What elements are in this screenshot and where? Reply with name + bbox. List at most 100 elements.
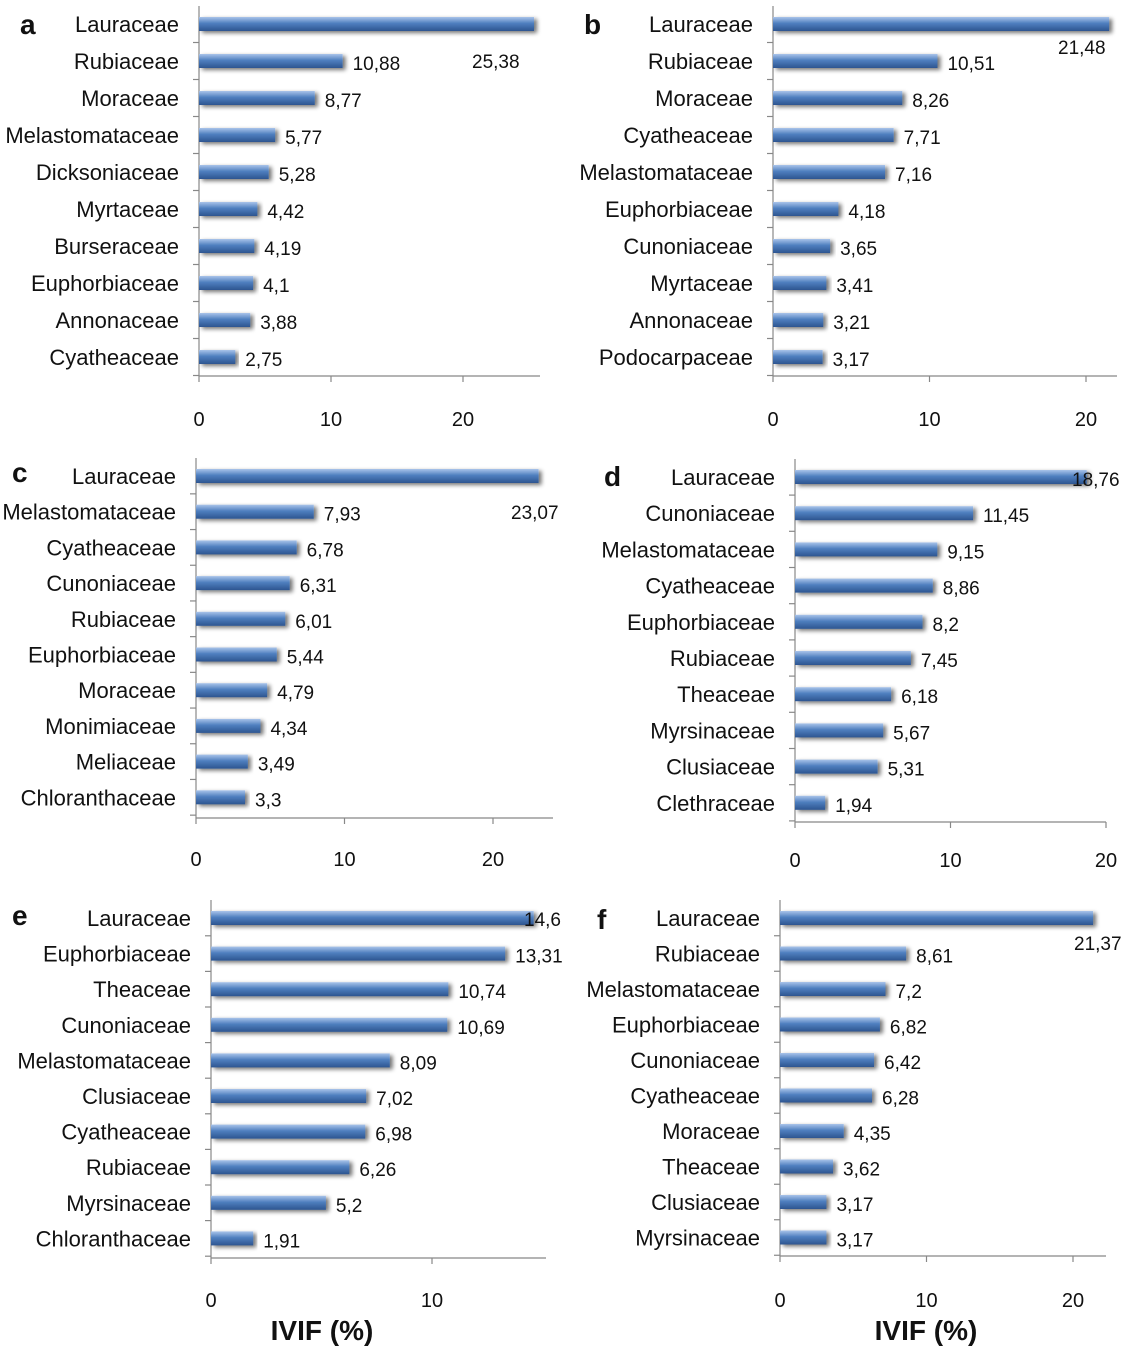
- value-label: 6,26: [359, 1160, 396, 1181]
- value-label: 6,31: [300, 576, 337, 597]
- panel-f: f Lauraceae 21,37 Rubiaceae 8,61 Melastomatac…: [586, 900, 1122, 1312]
- bar: [211, 1089, 367, 1103]
- value-label: 11,45: [983, 506, 1029, 527]
- bar: [211, 1053, 390, 1068]
- bar: [199, 202, 258, 216]
- value-label: 3,49: [258, 755, 295, 776]
- value-label: 8,26: [912, 91, 949, 112]
- category-label: Rubiaceae: [648, 49, 753, 74]
- category-label: Myrtaceae: [650, 271, 753, 296]
- bar: [199, 91, 315, 105]
- bar: [780, 1124, 844, 1138]
- value-label: 7,2: [895, 982, 921, 1003]
- category-label: Rubiaceae: [86, 1155, 191, 1180]
- category-label: Cyatheaceae: [61, 1120, 191, 1145]
- value-label: 3,62: [843, 1160, 880, 1181]
- bar: [773, 165, 886, 179]
- category-label: Moraceae: [662, 1119, 760, 1144]
- bar: [196, 718, 261, 733]
- category-label: Rubiaceae: [71, 607, 176, 632]
- bar: [199, 276, 254, 290]
- bar: [780, 946, 907, 961]
- value-label: 9,15: [947, 542, 984, 563]
- value-label: 8,2: [933, 615, 959, 636]
- bar: [199, 313, 251, 327]
- value-label: 4,79: [277, 683, 314, 704]
- bar: [773, 128, 894, 142]
- category-label: Clethraceae: [656, 791, 775, 816]
- x-tick-label: 20: [482, 849, 504, 871]
- category-label: Cunoniaceae: [61, 1013, 191, 1038]
- value-label: 5,2: [336, 1196, 362, 1217]
- category-label: Clusiaceae: [82, 1084, 191, 1109]
- category-label: Monimiaceae: [45, 714, 176, 739]
- category-label: Cyatheaceae: [645, 574, 775, 599]
- x-tick-label: 20: [1075, 409, 1097, 431]
- bar: [795, 651, 911, 665]
- category-label: Lauraceae: [87, 906, 191, 931]
- category-label: Annonaceae: [629, 308, 753, 333]
- bar: [773, 202, 839, 216]
- category-label: Lauraceae: [72, 464, 176, 489]
- value-label: 10,51: [947, 54, 995, 75]
- bar: [773, 350, 823, 364]
- x-tick-label: 0: [193, 409, 204, 431]
- category-label: Myrsinaceae: [650, 718, 775, 743]
- category-label: Theaceae: [662, 1155, 760, 1180]
- value-label: 21,48: [1058, 38, 1106, 59]
- x-tick-label: 10: [320, 409, 342, 431]
- x-tick-label: 0: [789, 850, 800, 872]
- category-label: Cyatheaceae: [49, 345, 179, 370]
- bar: [196, 469, 539, 483]
- category-label: Euphorbiaceae: [627, 610, 775, 635]
- bar: [196, 540, 297, 555]
- category-label: Melastomataceae: [601, 537, 775, 562]
- value-label: 25,38: [472, 52, 520, 73]
- panel-d: d Lauraceae 18,76 Cunoniaceae 11,45 Melastoma…: [601, 459, 1120, 872]
- panel-label: d: [604, 461, 621, 492]
- bar: [211, 982, 449, 997]
- value-label: 4,34: [270, 719, 307, 740]
- panel-label: c: [12, 457, 28, 488]
- value-label: 14,6: [524, 910, 561, 931]
- x-tick-label: 0: [767, 409, 778, 431]
- bar: [795, 795, 826, 810]
- bar: [196, 647, 277, 662]
- category-label: Melastomataceae: [2, 500, 176, 525]
- bar: [199, 17, 535, 31]
- value-label: 7,93: [324, 505, 361, 526]
- value-label: 6,82: [890, 1018, 927, 1039]
- bar: [780, 1159, 834, 1174]
- category-label: Cyatheaceae: [623, 123, 753, 148]
- value-label: 10,88: [353, 54, 401, 75]
- value-label: 7,45: [921, 651, 958, 672]
- x-tick-label: 10: [939, 850, 961, 872]
- x-tick-label: 10: [333, 849, 355, 871]
- x-tick-label: 10: [918, 409, 940, 431]
- value-label: 6,78: [307, 540, 344, 561]
- value-label: 6,98: [375, 1125, 412, 1146]
- category-label: Burseraceae: [54, 234, 179, 259]
- value-label: 4,19: [264, 239, 301, 260]
- bar: [196, 683, 268, 698]
- value-label: 3,65: [840, 239, 877, 260]
- category-label: Myrtaceae: [76, 197, 179, 222]
- bar: [780, 1195, 827, 1209]
- value-label: 7,71: [904, 128, 941, 149]
- x-tick-label: 10: [915, 1290, 937, 1312]
- bar: [780, 1053, 875, 1067]
- bar: [795, 506, 974, 521]
- category-label: Cunoniaceae: [630, 1048, 760, 1073]
- bar: [196, 611, 286, 626]
- bar: [196, 576, 290, 591]
- value-label: 18,76: [1072, 470, 1120, 491]
- category-label: Meliaceae: [76, 750, 176, 775]
- bar: [196, 754, 248, 769]
- bar: [795, 542, 938, 557]
- value-label: 10,69: [457, 1018, 505, 1039]
- x-tick-label: 20: [1095, 850, 1117, 872]
- category-label: Cunoniaceae: [46, 571, 176, 596]
- value-label: 23,07: [511, 503, 559, 524]
- bar: [795, 614, 923, 629]
- bar: [773, 239, 831, 253]
